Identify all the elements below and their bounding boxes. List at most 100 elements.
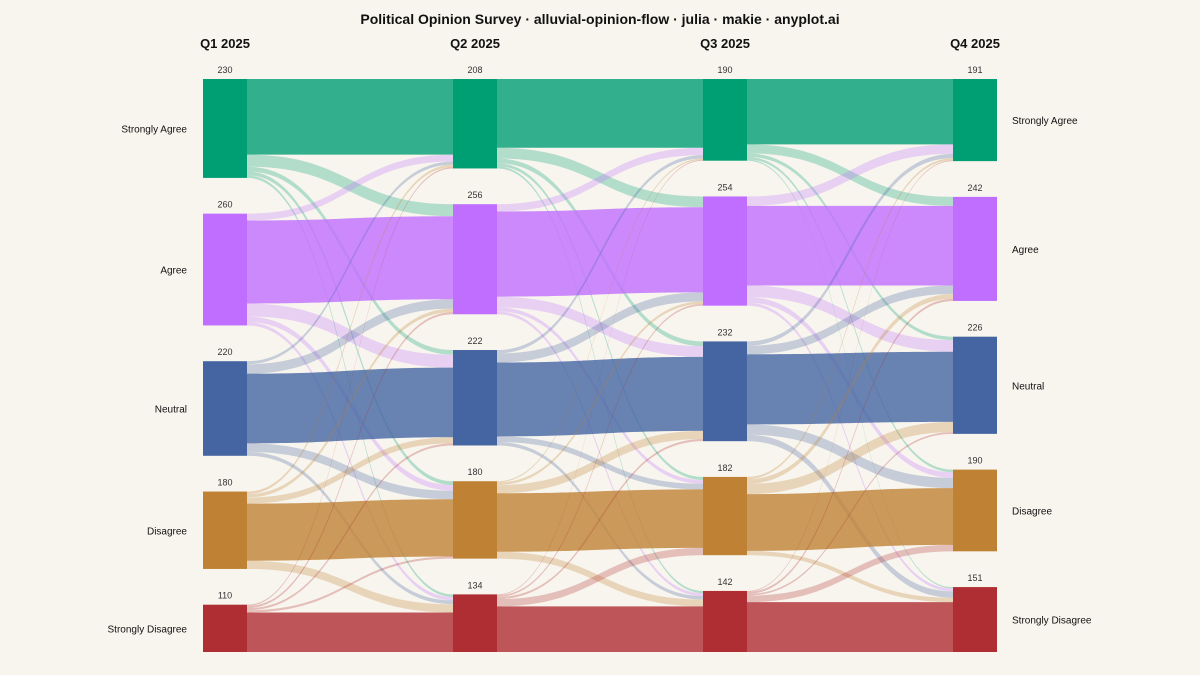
flow-q3-2025-disagree-to-strongly-disagree: [747, 550, 953, 603]
flow-q3-2025-strongly-disagree-to-neutral: [747, 432, 953, 596]
flow-q3-2025-strongly-disagree-to-strongly-agree: [747, 160, 953, 592]
flow-q1-2025-agree-to-agree: [247, 216, 453, 304]
flow-q1-2025-neutral-to-strongly-agree: [247, 161, 453, 365]
node-q4-2025-neutral: [953, 336, 997, 434]
value-label-q2-2025-strongly-disagree: 134: [467, 580, 482, 590]
value-label-q4-2025-strongly-agree: 191: [967, 65, 982, 75]
value-label-q3-2025-disagree: 182: [717, 463, 732, 473]
flow-q2-2025-neutral-to-neutral: [497, 356, 703, 437]
node-q3-2025-strongly-agree: [703, 79, 747, 161]
flow-q3-2025-neutral-to-disagree: [747, 424, 953, 489]
column-header-q1-2025: Q1 2025: [200, 36, 250, 51]
flow-q1-2025-disagree-to-strongly-agree: [247, 164, 453, 495]
column-header-q2-2025: Q2 2025: [450, 36, 500, 51]
left-label-disagree: Disagree: [147, 526, 187, 537]
flow-q1-2025-neutral-to-agree: [247, 299, 453, 374]
flow-q3-2025-neutral-to-agree: [747, 285, 953, 355]
node-q2-2025-disagree: [453, 481, 497, 559]
flow-q2-2025-strongly-disagree-to-disagree: [497, 547, 703, 607]
flow-q1-2025-agree-to-neutral: [247, 303, 453, 368]
flow-q2-2025-agree-to-strongly-agree: [497, 147, 703, 212]
value-label-q3-2025-agree: 254: [717, 182, 732, 192]
flow-q2-2025-agree-to-agree: [497, 207, 703, 297]
right-label-disagree: Disagree: [1012, 506, 1052, 517]
right-label-strongly-disagree: Strongly Disagree: [1012, 616, 1092, 627]
flow-q1-2025-strongly-disagree-to-agree: [247, 312, 453, 609]
flow-q1-2025-strongly-agree-to-strongly-agree: [247, 79, 453, 155]
flow-q3-2025-neutral-to-neutral: [747, 351, 953, 425]
flow-q3-2025-disagree-to-agree: [747, 294, 953, 484]
flow-q2-2025-strongly-disagree-to-strongly-agree: [497, 159, 703, 596]
node-q1-2025-disagree: [203, 491, 247, 569]
node-q4-2025-agree: [953, 196, 997, 301]
value-label-q1-2025-disagree: 180: [217, 478, 232, 488]
flow-q1-2025-strongly-disagree-to-strongly-agree: [247, 167, 453, 606]
node-q4-2025-disagree: [953, 469, 997, 552]
node-q4-2025-strongly-agree: [953, 79, 997, 162]
flow-q1-2025-strongly-agree-to-disagree: [247, 171, 453, 486]
flow-q3-2025-neutral-to-strongly-agree: [747, 153, 953, 346]
left-label-strongly-agree: Strongly Agree: [121, 124, 187, 135]
node-q3-2025-disagree: [703, 476, 747, 556]
flow-q1-2025-neutral-to-disagree: [247, 443, 453, 500]
value-label-q4-2025-disagree: 190: [967, 456, 982, 466]
node-q1-2025-strongly-agree: [203, 79, 247, 178]
flow-q1-2025-disagree-to-neutral: [247, 437, 453, 504]
value-label-q4-2025-agree: 242: [967, 183, 982, 193]
flow-q2-2025-disagree-to-strongly-agree: [497, 158, 703, 483]
flow-q3-2025-disagree-to-neutral: [747, 421, 953, 495]
column-header-q4-2025: Q4 2025: [950, 36, 1000, 51]
node-q1-2025-agree: [203, 213, 247, 326]
flow-q2-2025-strongly-disagree-to-neutral: [497, 439, 703, 600]
flow-q2-2025-disagree-to-agree: [497, 301, 703, 486]
node-q2-2025-agree: [453, 204, 497, 315]
node-q2-2025-strongly-agree: [453, 79, 497, 169]
flow-q1-2025-disagree-to-strongly-disagree: [247, 560, 453, 613]
flow-q2-2025-neutral-to-disagree: [497, 436, 703, 490]
flow-q1-2025-agree-to-strongly-disagree: [247, 322, 453, 601]
flow-q2-2025-neutral-to-agree: [497, 292, 703, 363]
node-q1-2025-neutral: [203, 361, 247, 456]
node-q4-2025-strongly-disagree: [953, 587, 997, 652]
right-label-strongly-agree: Strongly Agree: [1012, 116, 1078, 127]
flow-q3-2025-strongly-disagree-to-agree: [747, 298, 953, 594]
chart-title: Political Opinion Survey · alluvial-opin…: [360, 11, 839, 27]
flow-q3-2025-strongly-disagree-to-strongly-disagree: [747, 602, 953, 652]
flow-q2-2025-neutral-to-strongly-agree: [497, 155, 703, 354]
value-label-q1-2025-strongly-agree: 230: [217, 65, 232, 75]
value-label-q1-2025-agree: 260: [217, 200, 232, 210]
value-label-q4-2025-strongly-disagree: 151: [967, 573, 982, 583]
flow-q2-2025-strongly-agree-to-disagree: [497, 163, 703, 480]
flow-q2-2025-disagree-to-neutral: [497, 430, 703, 494]
node-q2-2025-neutral: [453, 350, 497, 446]
flow-q1-2025-strongly-agree-to-agree: [247, 154, 453, 217]
flow-q3-2025-agree-to-strongly-agree: [747, 144, 953, 206]
right-label-agree: Agree: [1012, 245, 1039, 256]
flow-q2-2025-strongly-agree-to-agree: [497, 147, 703, 208]
value-label-q1-2025-strongly-disagree: 110: [218, 591, 232, 601]
flow-q2-2025-strongly-disagree-to-agree: [497, 303, 703, 597]
node-q1-2025-strongly-disagree: [203, 604, 247, 652]
value-label-q2-2025-strongly-agree: 208: [467, 65, 482, 75]
flow-q1-2025-strongly-disagree-to-neutral: [247, 443, 453, 611]
flow-q3-2025-agree-to-neutral: [747, 285, 953, 352]
flow-q3-2025-agree-to-strongly-disagree: [747, 302, 953, 592]
flow-q2-2025-agree-to-neutral: [497, 296, 703, 357]
flow-q2-2025-strongly-agree-to-strongly-agree: [497, 79, 703, 148]
chart-labels: Q1 2025 230 260 220 180 110 Q2 2025 208 256 222 18…: [108, 36, 1092, 635]
value-label-q1-2025-neutral: 220: [217, 347, 232, 357]
flow-q3-2025-agree-to-agree: [747, 205, 953, 286]
node-q3-2025-strongly-disagree: [703, 590, 747, 652]
category-nodes: [203, 79, 997, 652]
flow-q1-2025-neutral-to-neutral: [247, 367, 453, 444]
column-header-q3-2025: Q3 2025: [700, 36, 750, 51]
value-label-q3-2025-strongly-agree: 190: [717, 65, 732, 75]
value-label-q2-2025-neutral: 222: [467, 336, 482, 346]
left-label-neutral: Neutral: [155, 405, 187, 416]
flow-q1-2025-strongly-disagree-to-disagree: [247, 556, 453, 613]
left-label-agree: Agree: [160, 266, 187, 277]
flow-q1-2025-agree-to-strongly-agree: [247, 154, 453, 221]
flow-q1-2025-disagree-to-agree: [247, 308, 453, 498]
